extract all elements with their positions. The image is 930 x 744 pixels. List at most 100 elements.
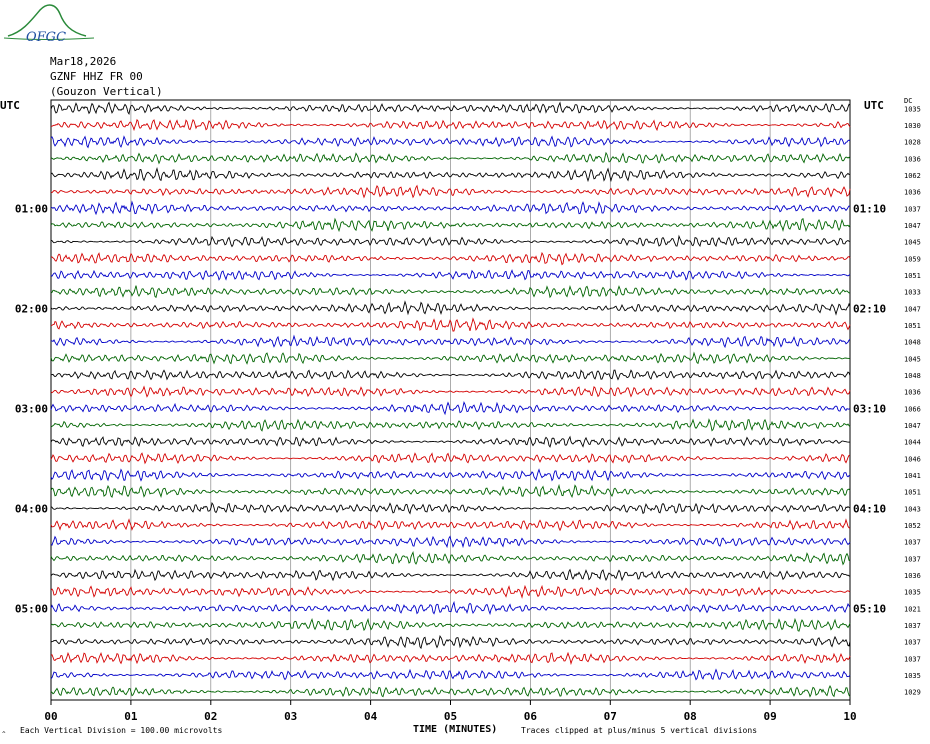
dc-offset-label: 1047 (904, 222, 921, 230)
seismic-trace (50, 167, 851, 183)
dc-offset-label: 1045 (904, 239, 921, 247)
dc-offset-label: 1033 (904, 289, 921, 297)
dc-offset-label: 1059 (904, 255, 921, 263)
seismic-trace (50, 285, 851, 299)
dc-offset-label: 1035 (904, 589, 921, 597)
seismic-trace (50, 334, 851, 349)
seismic-trace (50, 369, 851, 381)
dc-offset-label: 1029 (904, 689, 921, 697)
seismic-trace (50, 651, 851, 666)
seismic-trace (50, 151, 851, 165)
seismic-trace (50, 435, 851, 448)
dc-offset-label: 1037 (904, 655, 921, 663)
seismic-trace (50, 401, 851, 416)
dc-column-header: DC (904, 97, 912, 105)
dc-offset-label: 1041 (904, 472, 921, 480)
x-tick-label: 01 (124, 710, 138, 723)
x-tick-label: 06 (524, 710, 538, 723)
dc-offset-label: 1036 (904, 572, 921, 580)
seismic-trace (50, 300, 851, 316)
header-station: GZNF HHZ FR 00 (50, 70, 143, 83)
header-location: (Gouzon Vertical) (50, 85, 163, 98)
seismic-trace (50, 483, 851, 499)
right-time-label: 03:10 (853, 402, 886, 415)
seismic-trace (50, 234, 851, 248)
scale-note: Each Vertical Division = 100.00 microvol… (20, 726, 222, 735)
seismic-trace (50, 551, 851, 566)
left-time-label: 01:00 (15, 202, 48, 215)
seismic-trace (50, 502, 851, 515)
seismic-trace (50, 535, 851, 549)
x-tick-label: 07 (604, 710, 617, 723)
dc-offset-label: 1037 (904, 539, 921, 547)
dc-offset-label: 1035 (904, 672, 921, 680)
dc-offset-label: 1035 (904, 105, 921, 113)
utc-left-label: UTC (0, 99, 20, 112)
dc-offset-label: 1043 (904, 505, 921, 513)
dc-offset-label: 1036 (904, 189, 921, 197)
dc-offset-label: 1046 (904, 455, 921, 463)
seismic-trace (50, 635, 851, 650)
corner-mark: ^ (2, 731, 6, 738)
dc-offset-label: 1028 (904, 139, 921, 147)
dc-offset-label: 1037 (904, 555, 921, 563)
seismic-trace (50, 135, 851, 149)
dc-offset-label: 1051 (904, 272, 921, 280)
seismic-trace (50, 568, 851, 582)
dc-offset-label: 1037 (904, 639, 921, 647)
seismic-trace (50, 269, 851, 281)
seismic-trace (50, 468, 851, 482)
seismic-trace (50, 668, 851, 681)
seismic-trace (50, 584, 851, 599)
seismic-trace (50, 617, 851, 632)
seismic-trace (50, 317, 851, 332)
dc-offset-label: 1047 (904, 422, 921, 430)
x-tick-label: 09 (763, 710, 776, 723)
left-time-label: 05:00 (15, 602, 48, 615)
dc-offset-label: 1037 (904, 205, 921, 213)
utc-right-label: UTC (864, 99, 884, 112)
left-time-label: 02:00 (15, 302, 48, 315)
dc-offset-label: 1044 (904, 439, 921, 447)
trace-group (50, 101, 851, 698)
seismic-trace (50, 351, 851, 365)
dc-offset-label: 1021 (904, 605, 921, 613)
logo-text: OFGC (26, 30, 66, 45)
seismic-trace (50, 685, 851, 698)
x-tick-label: 05 (444, 710, 457, 723)
x-tick-label: 03 (284, 710, 297, 723)
label-group: 1035 1030 1028 1036 1062 1036 1037 1047 1045 1059… (0, 97, 921, 738)
dc-offset-label: 1048 (904, 372, 921, 380)
seismic-trace (50, 118, 851, 132)
right-time-label: 02:10 (853, 302, 886, 315)
dc-offset-label: 1052 (904, 522, 921, 530)
seismic-trace (50, 200, 851, 216)
dc-offset-label: 1045 (904, 355, 921, 363)
seismic-trace (50, 101, 851, 115)
dc-offset-label: 1066 (904, 405, 921, 413)
dc-offset-label: 1051 (904, 322, 921, 330)
header-date: Mar18,2026 (50, 55, 117, 68)
seismic-trace (50, 600, 851, 616)
seismic-trace (50, 418, 851, 432)
dc-offset-label: 1062 (904, 172, 921, 180)
right-time-label: 04:10 (853, 502, 886, 515)
seismic-trace (50, 251, 851, 266)
seismic-trace (50, 184, 851, 199)
x-tick-label: 00 (44, 710, 57, 723)
dc-offset-label: 1047 (904, 305, 921, 313)
ofgc-logo: OFGC (3, 4, 95, 45)
x-axis-title: TIME (MINUTES) (413, 724, 497, 735)
x-tick-label: 10 (843, 710, 856, 723)
logo-baseline (3, 37, 95, 40)
x-tick-label: 08 (684, 710, 697, 723)
clip-note: Traces clipped at plus/minus 5 vertical … (521, 726, 757, 735)
seismic-trace (50, 385, 851, 398)
dc-offset-label: 1036 (904, 389, 921, 397)
seismic-trace (50, 518, 851, 532)
dc-offset-label: 1037 (904, 622, 921, 630)
seismic-trace (50, 452, 851, 465)
dc-offset-label: 1030 (904, 122, 921, 130)
logo-mountain-icon (7, 4, 87, 37)
